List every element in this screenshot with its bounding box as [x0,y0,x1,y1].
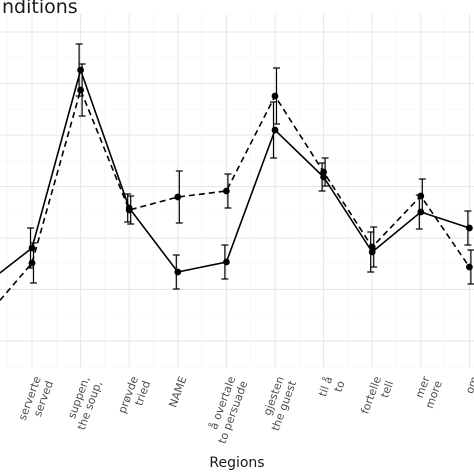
x-tick-label: prøvdetried [116,374,154,419]
x-tick-label: serverteserved [16,374,56,426]
grid-layer [0,14,474,368]
data-point [174,193,182,201]
data-point [223,258,230,266]
x-tick-label: å overtaleto persuade [203,374,250,445]
data-point [271,126,279,134]
x-tick-labels: serverteserved suppen,the soup, prøvdetrie… [16,374,474,445]
data-point [28,259,36,267]
data-point [77,86,84,94]
data-point [125,206,133,214]
data-point [466,263,473,271]
data-point [466,224,473,232]
data-point [271,92,279,100]
data-point [174,268,182,276]
data-point [77,66,84,74]
series-line-dashed [0,87,471,302]
data-point [417,192,425,200]
x-axis-label: Regions [209,455,265,471]
series-line-solid [0,67,470,274]
x-tick-label: suppen,the soup, [63,375,105,432]
data-point [417,208,425,216]
data-point [368,243,376,251]
data-point [28,244,36,252]
x-tick-label: NAME [166,375,189,410]
chart-title: nditions [2,0,78,18]
series-layer [0,43,474,302]
x-tick-label: gjestenthe guest [257,374,300,433]
x-tick-label: omabo [462,374,474,402]
data-point [320,168,327,176]
x-tick-label: mermore [411,374,445,410]
x-tick-label: til åto [316,374,348,403]
data-point [223,187,230,195]
x-tick-label: fortelletell [358,374,396,420]
